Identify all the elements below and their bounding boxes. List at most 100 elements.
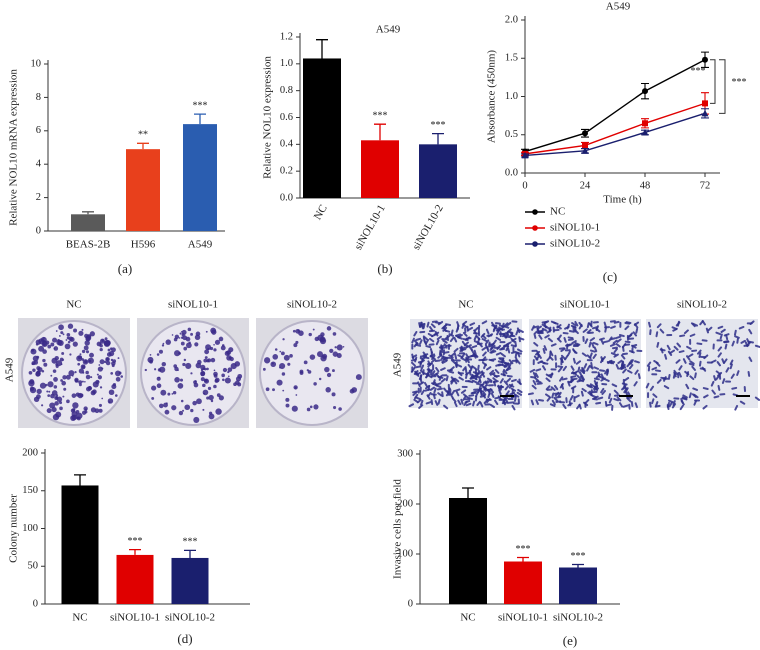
cell (581, 352, 588, 357)
cell (465, 402, 472, 407)
cell (691, 393, 697, 398)
cell (489, 372, 496, 376)
x-tick-label: BEAS-2B (66, 239, 111, 251)
cell (449, 357, 456, 362)
colony (36, 370, 41, 374)
cell (462, 395, 467, 401)
cell (736, 370, 740, 376)
colony (213, 348, 217, 352)
colony (224, 377, 231, 384)
cell (553, 396, 559, 402)
colony (97, 380, 100, 383)
cell (606, 369, 610, 376)
cell (689, 333, 696, 338)
colony (62, 358, 65, 361)
colony (285, 397, 290, 402)
cell (445, 334, 451, 340)
cell (637, 373, 641, 380)
cell (462, 320, 468, 326)
colony (28, 370, 33, 375)
cell (593, 346, 598, 353)
cell (460, 389, 467, 394)
colony (295, 340, 299, 344)
cell (591, 342, 595, 349)
cell (548, 355, 554, 361)
cell (634, 402, 638, 409)
colony (48, 390, 51, 393)
cell (604, 378, 610, 382)
cell (531, 384, 537, 390)
colony (88, 359, 92, 363)
cell (517, 388, 523, 394)
cell (485, 339, 490, 345)
colony (215, 408, 222, 415)
y-tick-label: 4 (36, 159, 42, 170)
cell (598, 375, 604, 380)
cell (513, 395, 517, 402)
cell (498, 389, 502, 395)
colony (272, 354, 279, 360)
colony (115, 376, 121, 382)
colony (285, 403, 290, 408)
cell (423, 381, 429, 388)
colony (210, 399, 214, 403)
x-tick-label: 72 (700, 180, 711, 191)
cell (586, 329, 592, 334)
cell (556, 337, 562, 343)
cell (676, 342, 682, 348)
cell (731, 340, 735, 347)
cell (601, 389, 607, 396)
cell (476, 379, 481, 385)
colony (33, 396, 40, 403)
cell (635, 327, 639, 334)
cell (518, 329, 524, 333)
cell (445, 375, 449, 382)
cell (431, 333, 437, 338)
cell (576, 379, 583, 383)
cell (479, 401, 484, 408)
cell (610, 325, 616, 329)
colony (336, 344, 343, 351)
bar (183, 124, 217, 231)
cell (429, 354, 435, 360)
legend-label: siNOL10-2 (550, 238, 600, 250)
colony (101, 397, 104, 400)
cell (600, 387, 605, 394)
colony (208, 413, 215, 420)
cell (624, 321, 631, 325)
cell (492, 373, 498, 378)
cell (633, 381, 638, 387)
cell (431, 358, 437, 363)
colony (207, 347, 210, 351)
cell (516, 327, 521, 334)
cell (479, 394, 486, 398)
colony (183, 346, 188, 351)
colony (291, 405, 298, 412)
colony (171, 405, 177, 411)
colony (55, 396, 58, 399)
cell (679, 334, 686, 338)
cell (562, 403, 567, 410)
cell (506, 321, 512, 327)
colony (104, 337, 108, 341)
cell (472, 371, 479, 375)
cell (713, 395, 720, 399)
x-tick-label: siNOL10-2 (410, 203, 445, 252)
panel-label: (a) (118, 261, 132, 276)
colony (39, 382, 47, 389)
legend-marker (532, 209, 538, 215)
legend-label: NC (550, 206, 565, 218)
colony (187, 327, 192, 332)
cell (627, 369, 633, 374)
cell (692, 387, 698, 391)
colony (312, 328, 315, 331)
cell (516, 351, 522, 355)
cell (440, 367, 446, 371)
y-tick-label: 0 (408, 598, 413, 609)
colony (63, 387, 67, 391)
colony (144, 368, 147, 372)
error-bar (82, 211, 94, 215)
cell (489, 345, 494, 351)
marker (642, 88, 648, 95)
